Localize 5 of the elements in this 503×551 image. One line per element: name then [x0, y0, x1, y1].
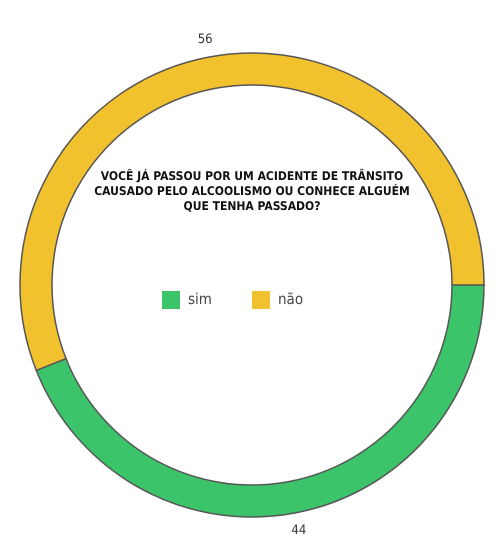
text: VOCÊ JÁ PASSOU POR UM ACIDENTE DE TRÂNSITO CAUSADO PELO ALCOOLISMO OU CONHECE ALGUÉM QUE TENHA PASSADO? — [94, 168, 410, 213]
legend-label: sim — [188, 290, 212, 308]
data-label: 56 — [198, 32, 213, 47]
data-label: 44 — [291, 523, 306, 538]
legend-label: não — [278, 290, 304, 308]
